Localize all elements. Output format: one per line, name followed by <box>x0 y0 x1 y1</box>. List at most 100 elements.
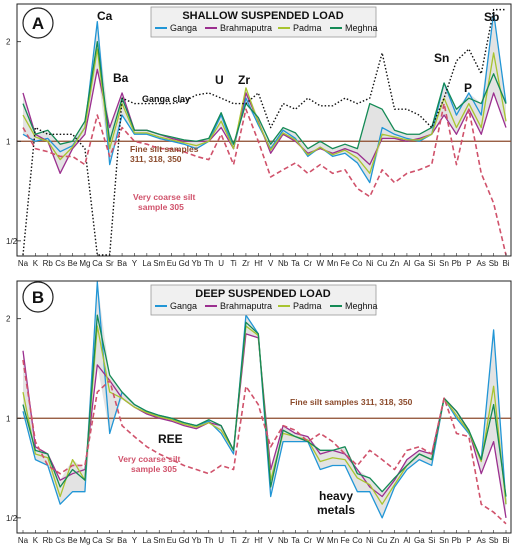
x-tick-label: Ni <box>366 259 374 268</box>
x-tick-label: Ba <box>117 259 127 268</box>
x-tick-label: Mg <box>79 536 90 545</box>
x-tick-label: Th <box>204 536 213 545</box>
legend-label: Brahmaputra <box>220 23 272 33</box>
y-tick-label: 1/2 <box>6 514 18 523</box>
x-tick-label: Si <box>428 536 435 545</box>
legend-label: Ganga <box>170 23 197 33</box>
x-tick-label: Hf <box>254 259 263 268</box>
annotation-fine-silt-line1: Fine silt samples <box>130 144 199 154</box>
x-tick-label: V <box>268 259 274 268</box>
x-tick-label: U <box>218 536 224 545</box>
annotation-sn: Sn <box>434 51 449 65</box>
x-tick-label: Fe <box>340 536 350 545</box>
x-tick-label: Ta <box>291 259 300 268</box>
x-tick-label: Sr <box>106 536 114 545</box>
x-tick-label: K <box>33 259 39 268</box>
x-tick-label: Nb <box>278 536 289 545</box>
x-tick-label: Zr <box>242 259 250 268</box>
x-tick-label: W <box>316 259 324 268</box>
annotation-coarse-silt-line2: sample 305 <box>131 464 177 474</box>
x-tick-label: Hf <box>254 536 263 545</box>
legend-label: Padma <box>293 23 322 33</box>
x-tick-label: Al <box>403 536 410 545</box>
x-tick-label: Zr <box>242 536 250 545</box>
x-tick-label: Na <box>18 259 29 268</box>
x-tick-label: Si <box>428 259 435 268</box>
annotation-metals: metals <box>317 503 355 517</box>
x-tick-label: Cs <box>55 259 65 268</box>
annotation-u: U <box>215 73 224 87</box>
legend-label: Padma <box>293 301 322 311</box>
annotation-zr: Zr <box>238 73 250 87</box>
x-tick-label: Sm <box>153 259 165 268</box>
annotation-ree: REE <box>158 432 183 446</box>
x-tick-label: Sb <box>489 259 499 268</box>
x-tick-label: Yb <box>191 536 201 545</box>
x-tick-label: Ti <box>230 259 237 268</box>
x-tick-label: Be <box>68 536 78 545</box>
x-tick-label: Pb <box>452 536 462 545</box>
x-tick-label: Cs <box>55 536 65 545</box>
y-tick-label: 1 <box>6 137 11 146</box>
x-tick-label: Sn <box>439 259 449 268</box>
x-tick-label: Co <box>352 536 363 545</box>
x-tick-label: Zn <box>390 536 399 545</box>
x-tick-label: Ca <box>92 536 103 545</box>
annotation-ba: Ba <box>113 71 129 85</box>
x-tick-label: Mg <box>79 259 90 268</box>
legend-label: Ganga <box>170 301 197 311</box>
panel-a-legend: SHALLOW SUSPENDED LOAD Ganga Brahmaputra P… <box>150 6 378 38</box>
annotation-coarse-silt-line2: sample 305 <box>138 202 184 212</box>
x-tick-label: Na <box>18 536 29 545</box>
x-tick-label: Mn <box>327 259 338 268</box>
x-tick-label: Eu <box>167 536 177 545</box>
x-tick-label: Zn <box>390 259 399 268</box>
x-tick-label: Ta <box>291 536 300 545</box>
x-tick-label: La <box>142 259 151 268</box>
x-tick-label: Sn <box>439 536 449 545</box>
x-tick-label: Cu <box>377 259 387 268</box>
x-tick-label: Ni <box>366 536 374 545</box>
x-tick-label: Co <box>352 259 363 268</box>
x-tick-label: Gd <box>179 259 190 268</box>
x-tick-label: Ga <box>414 536 425 545</box>
x-tick-label: U <box>218 259 224 268</box>
x-tick-label: Cu <box>377 536 387 545</box>
x-tick-label: Al <box>403 259 410 268</box>
annotation-fine-silt-line2: 311, 318, 350 <box>130 154 182 164</box>
x-tick-label: P <box>466 536 471 545</box>
panel-a-label: A <box>32 14 44 33</box>
annotation-p: P <box>464 81 472 95</box>
legend-box <box>150 6 377 38</box>
series-line-meghna <box>22 314 507 497</box>
x-tick-label: Pb <box>452 259 462 268</box>
x-tick-label: P <box>466 259 471 268</box>
x-tick-label: Bi <box>502 536 509 545</box>
x-tick-label: Gd <box>179 536 190 545</box>
x-tick-label: Fe <box>340 259 350 268</box>
panel-b-label: B <box>32 288 44 307</box>
x-tick-label: As <box>477 536 486 545</box>
x-tick-label: Eu <box>167 259 177 268</box>
annotation-ganga-clay: Ganga clay <box>142 94 190 104</box>
x-tick-label: Yb <box>191 259 201 268</box>
y-tick-label: 1 <box>6 414 11 423</box>
x-tick-label: Y <box>132 536 138 545</box>
panel-b-title: DEEP SUSPENDED LOAD <box>195 288 331 300</box>
x-tick-label: Y <box>132 259 138 268</box>
legend-box <box>150 284 377 316</box>
series-line-very-coarse-silt-sample-305 <box>22 102 507 256</box>
series-line-padma <box>22 48 507 174</box>
x-tick-label: K <box>33 536 39 545</box>
y-tick-label: 2 <box>6 315 11 324</box>
annotation-coarse-silt-line1: Very coarse silt <box>118 454 181 464</box>
series-line-meghna <box>22 41 507 150</box>
series-line-very-coarse-silt-sample-305 <box>22 359 507 525</box>
x-tick-label: Sr <box>106 259 114 268</box>
legend-label: Meghna <box>345 23 378 33</box>
legend-label: Brahmaputra <box>220 301 272 311</box>
annotation-fine-silt: Fine silt samples 311, 318, 350 <box>290 397 413 407</box>
annotation-sb: Sb <box>484 10 499 24</box>
panel-b-label-circle <box>22 281 54 313</box>
